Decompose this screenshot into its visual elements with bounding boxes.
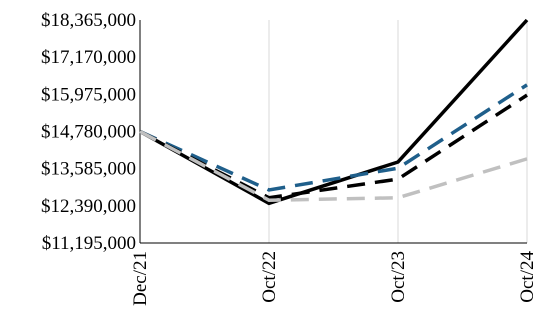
y-tick-label: $11,195,000 [42,233,136,254]
x-tick-label: Oct/23 [388,251,409,303]
axes [139,20,527,244]
x-axis-tick-labels: Dec/21 Oct/22 Oct/23 Oct/24 [130,251,538,306]
series-line-4 [139,129,528,202]
y-axis-tick-labels: $11,195,000 $12,390,000 $13,585,000 $14,780… [41,10,136,254]
y-tick-label: $17,170,000 [41,47,136,68]
gridlines [268,20,528,243]
y-tick-label: $13,585,000 [41,159,136,180]
series-lines [139,18,529,206]
x-tick-label: Oct/24 [517,251,538,303]
series-line-2 [139,83,528,192]
y-tick-label: $15,975,000 [41,84,136,105]
x-tick-label: Oct/22 [259,251,280,303]
x-tick-label: Dec/21 [130,251,151,306]
y-tick-label: $14,780,000 [41,122,136,143]
y-tick-label: $12,390,000 [41,196,136,217]
y-tick-label: $18,365,000 [41,10,136,31]
